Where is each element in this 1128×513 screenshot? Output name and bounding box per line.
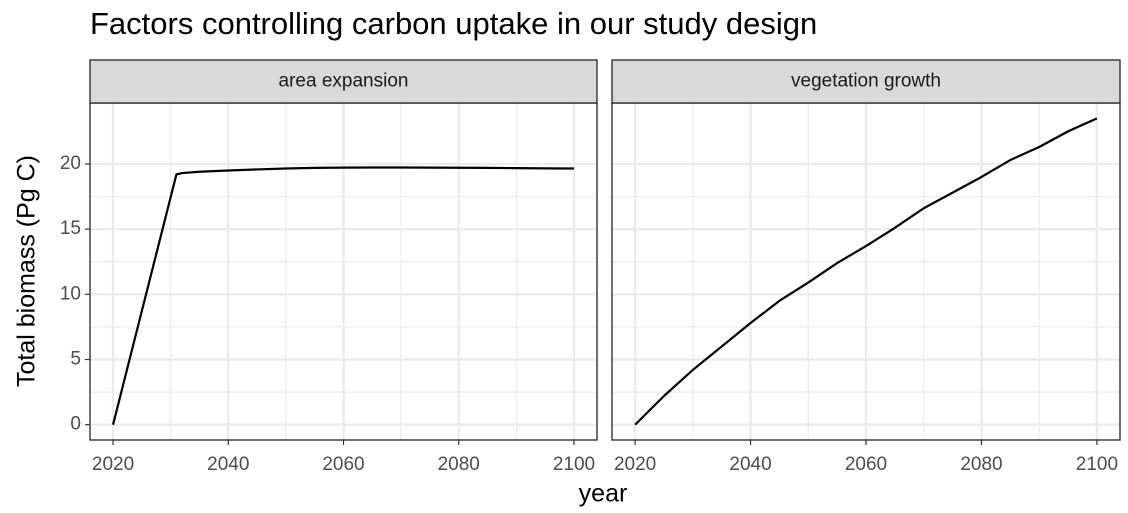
x-tick-label: 2020 xyxy=(614,454,656,475)
strip-label: area expansion xyxy=(279,71,409,92)
y-tick-label: 0 xyxy=(70,414,81,435)
x-tick-label: 2100 xyxy=(1076,454,1118,475)
x-tick-label: 2080 xyxy=(960,454,1002,475)
strip xyxy=(89,59,598,104)
x-tick-label: 2020 xyxy=(92,454,134,475)
x-tick-label: 2040 xyxy=(729,454,771,475)
x-tick-label: 2060 xyxy=(322,454,364,475)
x-tick-label: 2080 xyxy=(438,454,480,475)
strip xyxy=(611,59,1121,104)
x-tick-label: 2060 xyxy=(845,454,887,475)
y-tick-label: 5 xyxy=(70,349,81,370)
strip-label: vegetation growth xyxy=(791,71,941,92)
line xyxy=(634,117,1098,426)
y-axis-label: Total biomass (Pg C) xyxy=(13,155,41,387)
x-axis-label: year xyxy=(579,480,628,508)
chart-title: Factors controlling carbon uptake in our… xyxy=(90,6,817,41)
y-tick-label: 20 xyxy=(60,153,81,174)
x-tick-label: 2100 xyxy=(553,454,595,475)
line xyxy=(111,166,574,425)
y-tick-label: 10 xyxy=(60,283,81,304)
x-tick-label: 2040 xyxy=(207,454,249,475)
y-tick-label: 15 xyxy=(60,218,81,239)
